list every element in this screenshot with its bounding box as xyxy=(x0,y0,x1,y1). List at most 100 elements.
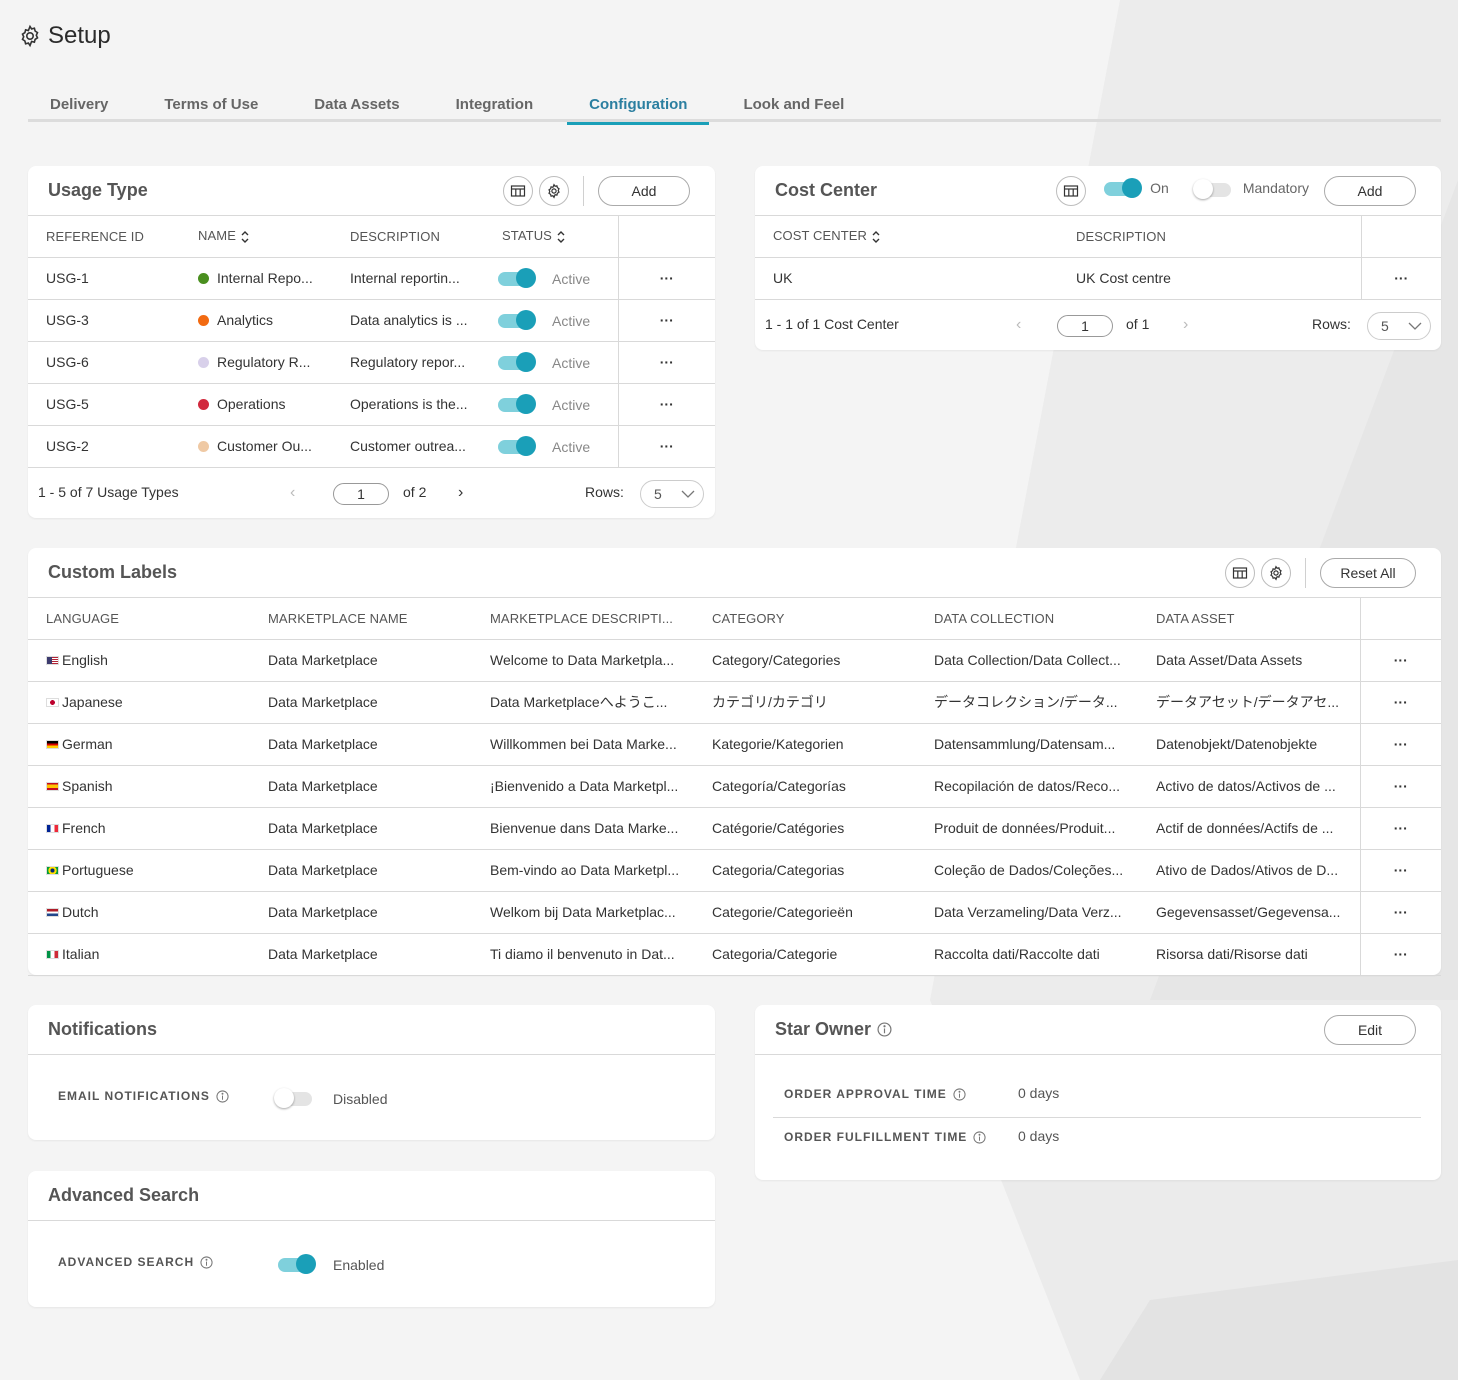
status-text: Active xyxy=(552,270,591,287)
settings-button[interactable] xyxy=(539,176,569,206)
page-title: Setup xyxy=(18,20,111,52)
rows-label: Rows: xyxy=(1312,315,1351,332)
add-usage-type-button[interactable]: Add xyxy=(598,176,690,206)
more-options-icon[interactable]: ··· xyxy=(1393,694,1408,710)
usage-type-card: Usage Type Add REFERENCE ID NAME DESCRIP… xyxy=(28,166,715,518)
settings-button[interactable] xyxy=(1261,558,1291,588)
column-header-status[interactable]: STATUS xyxy=(484,216,618,258)
collection-cell: Recopilación de datos/Reco... xyxy=(916,765,1138,808)
column-header-cost-center[interactable]: COST CENTER xyxy=(755,216,1058,258)
edit-button[interactable]: Edit xyxy=(1324,1015,1416,1045)
toggle-knob xyxy=(516,309,536,330)
more-options-icon[interactable]: ··· xyxy=(659,438,674,454)
more-options-icon[interactable]: ··· xyxy=(659,312,674,328)
add-cost-center-button[interactable]: Add xyxy=(1324,176,1416,206)
status-toggle[interactable] xyxy=(498,393,536,414)
language-cell: Spanish xyxy=(28,765,250,808)
tab-delivery[interactable]: Delivery xyxy=(50,95,109,113)
more-options-icon[interactable]: ··· xyxy=(1393,778,1408,794)
name-cell: Analytics xyxy=(180,299,332,342)
name-cell: Internal Repo... xyxy=(180,257,332,300)
table-row: USG-2 Customer Ou... Customer outrea... Act… xyxy=(28,425,715,468)
status-toggle[interactable] xyxy=(498,267,536,288)
flag-nl-icon xyxy=(46,908,59,917)
tab-integration[interactable]: Integration xyxy=(455,95,534,113)
column-header-label: STATUS xyxy=(502,227,552,243)
more-options-icon[interactable]: ··· xyxy=(1393,862,1408,878)
toggle-knob xyxy=(516,351,536,372)
column-header: DATA ASSET xyxy=(1138,598,1360,640)
chevron-down-icon xyxy=(1408,322,1422,330)
table-row: USG-6 Regulatory R... Regulatory repor... A… xyxy=(28,341,715,384)
language-cell: German xyxy=(28,723,250,766)
chevron-left-icon[interactable]: ‹ xyxy=(290,483,296,501)
more-options-icon[interactable]: ··· xyxy=(1393,946,1408,962)
email-notifications-label: EMAIL NOTIFICATIONS xyxy=(58,1089,276,1103)
more-options-icon[interactable]: ··· xyxy=(1393,820,1408,836)
table-columns-icon xyxy=(510,185,526,197)
row-actions-cell: ··· xyxy=(1359,681,1441,724)
cost-center-cell: UK xyxy=(755,257,1058,300)
table-row: UK UK Cost centre ··· xyxy=(755,257,1441,300)
info-icon xyxy=(216,1089,229,1103)
more-options-icon[interactable]: ··· xyxy=(659,396,674,412)
tab-data-assets[interactable]: Data Assets xyxy=(314,95,400,113)
marketplace-cell: Data Marketplace xyxy=(250,765,472,808)
tab-look-and-feel[interactable]: Look and Feel xyxy=(743,95,845,113)
table-row: French Data Marketplace Bienvenue dans Dat… xyxy=(28,807,1441,850)
page-number-input[interactable]: 1 xyxy=(333,482,389,505)
flag-fr-icon xyxy=(46,824,59,833)
pager-summary: 1 - 1 of 1 Cost Center xyxy=(765,315,899,332)
label-text: ADVANCED SEARCH xyxy=(58,1255,195,1269)
advanced-search-label: ADVANCED SEARCH xyxy=(58,1255,278,1269)
status-toggle[interactable] xyxy=(498,351,536,372)
advanced-search-toggle[interactable] xyxy=(278,1254,316,1274)
rows-per-page-select[interactable]: 5 xyxy=(1367,311,1431,340)
rows-per-page-select[interactable]: 5 xyxy=(640,479,704,508)
color-dot xyxy=(198,273,209,284)
email-notifications-row: EMAIL NOTIFICATIONS Disabled xyxy=(58,1085,387,1108)
cost-center-enabled-toggle[interactable] xyxy=(1104,178,1143,198)
table-row: English Data Marketplace Welcome to Data M… xyxy=(28,639,1441,682)
page-number-input[interactable]: 1 xyxy=(1057,314,1113,337)
status-text: Active xyxy=(552,396,591,413)
status-toggle[interactable] xyxy=(498,435,536,456)
column-header-name[interactable]: NAME xyxy=(180,216,332,258)
collection-cell: Raccolta dati/Raccolte dati xyxy=(916,933,1138,976)
column-settings-button[interactable] xyxy=(503,176,533,206)
column-settings-button[interactable] xyxy=(1225,558,1255,588)
reset-all-button[interactable]: Reset All xyxy=(1320,558,1416,588)
email-notifications-toggle[interactable] xyxy=(274,1088,312,1108)
table-row: Portuguese Data Marketplace Bem-vindo ao D… xyxy=(28,849,1441,892)
more-options-icon[interactable]: ··· xyxy=(1393,904,1408,920)
more-options-icon[interactable]: ··· xyxy=(1393,736,1408,752)
more-options-icon[interactable]: ··· xyxy=(1394,270,1409,286)
order-fulfillment-row: ORDER FULFILLMENT TIME 0 days xyxy=(773,1118,1421,1161)
more-options-icon[interactable]: ··· xyxy=(659,270,674,286)
more-options-icon[interactable]: ··· xyxy=(659,354,674,370)
language-text: Italian xyxy=(62,946,100,962)
collection-cell: Produit de données/Produit... xyxy=(916,807,1138,850)
tab-terms-of-use[interactable]: Terms of Use xyxy=(164,95,259,113)
language-text: Dutch xyxy=(62,904,99,920)
more-options-icon[interactable]: ··· xyxy=(1393,652,1408,668)
asset-cell: Actif de données/Actifs de ... xyxy=(1138,807,1360,850)
cost-center-title: Cost Center xyxy=(775,180,878,200)
status-toggle[interactable] xyxy=(498,309,536,330)
column-settings-button[interactable] xyxy=(1056,176,1087,206)
name-cell: Operations xyxy=(180,383,332,426)
chevron-right-icon[interactable]: › xyxy=(1183,315,1189,333)
name-text: Internal Repo... xyxy=(217,270,313,286)
chevron-left-icon[interactable]: ‹ xyxy=(1016,315,1022,333)
marketplace-cell: Data Marketplace xyxy=(250,807,472,850)
row-actions-cell: ··· xyxy=(617,299,715,342)
tab-configuration[interactable]: Configuration xyxy=(567,86,710,125)
mandatory-toggle[interactable] xyxy=(1192,179,1231,199)
column-header: DESCRIPTION xyxy=(1058,216,1361,258)
row-actions-cell: ··· xyxy=(1359,891,1441,934)
chevron-right-icon[interactable]: › xyxy=(458,483,464,501)
reference-id-cell: USG-5 xyxy=(28,383,180,426)
description-cell: Bienvenue dans Data Marke... xyxy=(472,807,694,850)
marketplace-cell: Data Marketplace xyxy=(250,681,472,724)
gear-icon xyxy=(548,183,560,199)
